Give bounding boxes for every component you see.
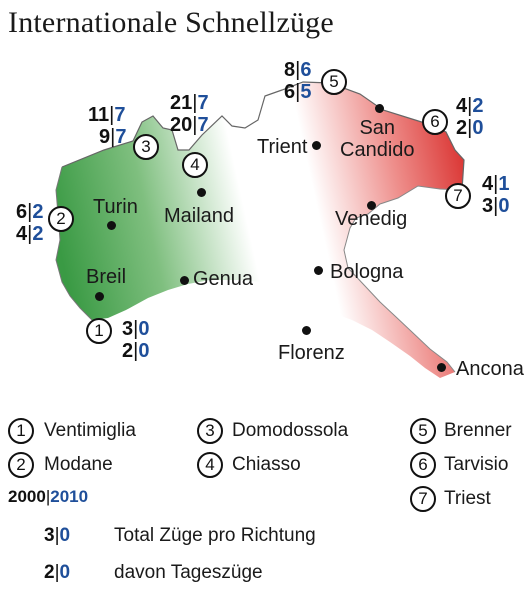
- coast-line: [343, 185, 463, 373]
- legend-marker-2: 2: [8, 452, 34, 478]
- map-title: Internationale Schnellzüge: [8, 6, 334, 39]
- city-label-mailand: Mailand: [164, 205, 235, 227]
- city-dot-ancona: [437, 363, 446, 372]
- crossing-marker-5: 5: [321, 69, 347, 95]
- legend-label-4: Chiasso: [232, 454, 301, 475]
- west-coast-line: [55, 166, 93, 321]
- crossing-marker-6: 6: [422, 109, 448, 135]
- city-dot-genua: [180, 276, 189, 285]
- legend-marker-6: 6: [410, 452, 436, 478]
- crossing-stats-7: 4|1 3|0: [482, 173, 510, 217]
- city-label-venedig: Venedig: [335, 208, 408, 230]
- legend-label-7: Triest: [444, 488, 491, 509]
- crossing-marker-2: 2: [48, 206, 74, 232]
- legend-years: 2000|2010: [8, 487, 89, 506]
- city-label-trient: Trient: [257, 136, 308, 158]
- legend-marker-7: 7: [410, 486, 436, 512]
- legend-marker-4: 4: [197, 452, 223, 478]
- italy-region: [56, 82, 464, 378]
- crossing-stats-6: 4|2 2|0: [456, 95, 484, 139]
- legend-key-day: 2|0: [44, 562, 71, 583]
- legend-label-5: Brenner: [444, 420, 512, 441]
- crossing-marker-7: 7: [445, 183, 471, 209]
- city-dot-mailand: [197, 188, 206, 197]
- crossing-stats-3: 11|7 9|7: [88, 104, 127, 148]
- crossing-marker-4: 4: [182, 152, 208, 178]
- legend-label-3: Domodossola: [232, 420, 349, 441]
- legend-key-day-label: davon Tageszüge: [114, 562, 263, 583]
- legend-label-6: Tarvisio: [444, 454, 509, 475]
- legend-marker-1: 1: [8, 418, 34, 444]
- legend-marker-3: 3: [197, 418, 223, 444]
- city-label-breil: Breil: [86, 266, 127, 288]
- crossing-marker-3: 3: [133, 134, 159, 160]
- legend-marker-5: 5: [410, 418, 436, 444]
- city-label-florenz: Florenz: [278, 342, 345, 364]
- city-dot-florenz: [302, 326, 311, 335]
- city-label-bologna: Bologna: [330, 261, 404, 283]
- legend-key-total-label: Total Züge pro Richtung: [114, 525, 316, 546]
- legend-key-total: 3|0: [44, 525, 71, 546]
- crossing-marker-1: 1: [86, 318, 112, 344]
- city-dot-trient: [312, 141, 321, 150]
- city-label-turin: Turin: [93, 196, 138, 218]
- city-label-ancona: Ancona: [456, 358, 524, 380]
- crossing-stats-1: 3|0 2|0: [122, 318, 150, 362]
- crossing-stats-5: 8|6 6|5: [284, 59, 312, 103]
- crossing-stats-4: 21|7 20|7: [170, 92, 209, 136]
- city-dot-bologna: [314, 266, 323, 275]
- city-dot-turin: [107, 221, 116, 230]
- city-dot-venedig: [367, 201, 376, 210]
- legend-label-2: Modane: [44, 454, 113, 475]
- city-label-san-candido: San Candido: [340, 117, 415, 161]
- city-label-genua: Genua: [193, 268, 254, 290]
- legend-label-1: Ventimiglia: [44, 420, 136, 441]
- city-dot-san-candido: [375, 104, 384, 113]
- crossing-stats-2: 6|2 4|2: [16, 201, 44, 245]
- city-dot-breil: [95, 292, 104, 301]
